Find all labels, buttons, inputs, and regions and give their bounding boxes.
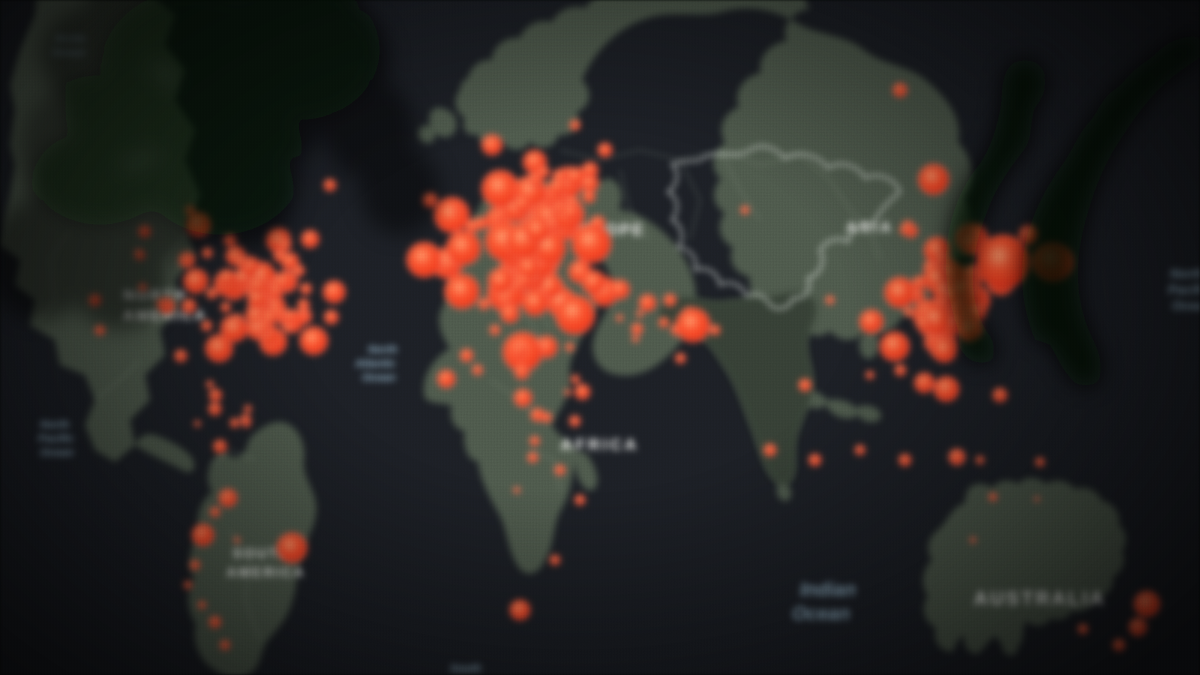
svg-text:Indian: Indian [800, 580, 856, 601]
svg-text:NORTH: NORTH [123, 287, 186, 304]
svg-text:Ocean: Ocean [792, 604, 850, 625]
svg-text:AUSTRALIA: AUSTRALIA [974, 589, 1106, 610]
svg-text:AFRICA: AFRICA [561, 437, 639, 454]
svg-text:AMERICA: AMERICA [226, 564, 305, 580]
svg-text:Pacific: Pacific [38, 433, 73, 445]
svg-text:North: North [40, 419, 70, 431]
svg-text:Ocean: Ocean [1172, 298, 1200, 313]
svg-text:Ocean: Ocean [52, 47, 86, 59]
svg-text:South: South [450, 663, 481, 675]
svg-text:Atlantic: Atlantic [354, 358, 395, 370]
svg-text:North: North [368, 344, 398, 356]
svg-text:ASIA: ASIA [846, 219, 894, 236]
svg-text:Ocean: Ocean [362, 372, 396, 384]
svg-text:Ocean: Ocean [40, 447, 74, 459]
svg-text:North: North [1170, 266, 1200, 281]
svg-text:Pacific: Pacific [1168, 282, 1200, 297]
svg-text:Arctic: Arctic [54, 33, 86, 45]
